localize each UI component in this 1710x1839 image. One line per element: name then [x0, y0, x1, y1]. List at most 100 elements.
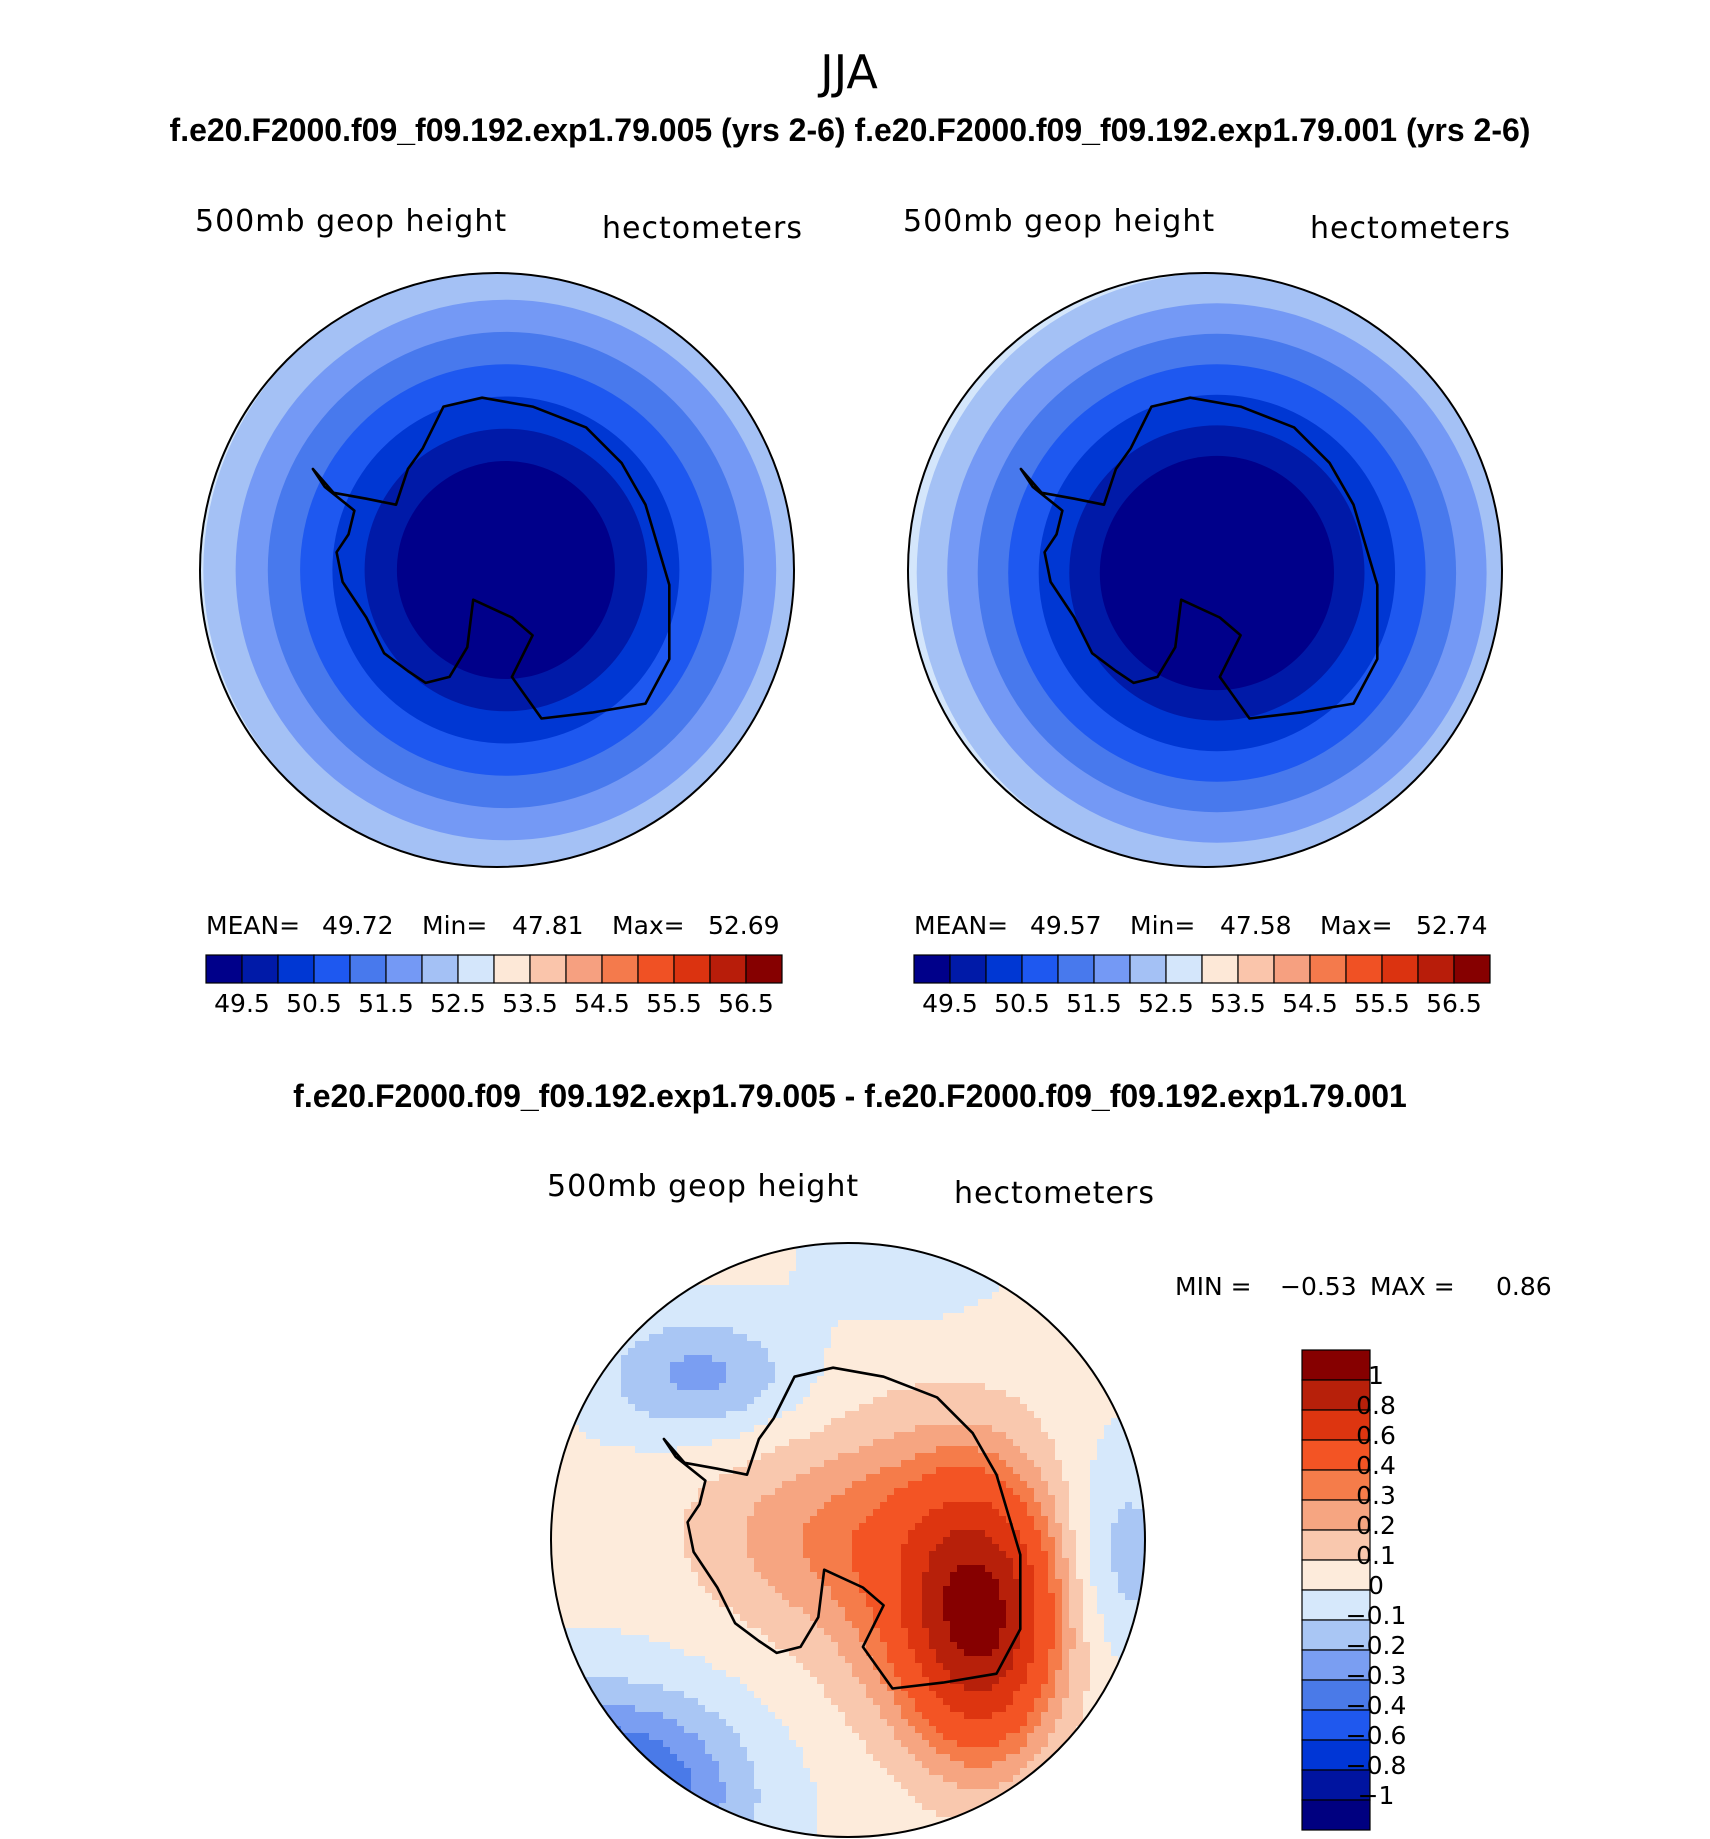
panel-c-cell [1111, 1369, 1119, 1377]
panel-c-cell [1132, 1411, 1140, 1419]
panel-c-cell [663, 1488, 671, 1496]
panel-c-cell [971, 1467, 979, 1475]
panel-c-cell [684, 1334, 692, 1342]
panel-c-cell [551, 1439, 559, 1447]
panel-c-cell [1090, 1446, 1098, 1454]
panel-c-cell [726, 1320, 734, 1328]
panel-c-cell [1027, 1565, 1035, 1573]
panel-c-cell [915, 1425, 923, 1433]
panel-c-cell [1125, 1390, 1133, 1398]
panel-c-cell [922, 1418, 930, 1426]
panel-c-cell [628, 1544, 636, 1552]
panel-c-cell [719, 1292, 727, 1300]
panel-c-cell [1034, 1579, 1042, 1587]
panel-c-cell [859, 1299, 867, 1307]
panel-c-cell [656, 1383, 664, 1391]
panel-c-cell [586, 1320, 594, 1328]
panel-c-cell [754, 1565, 762, 1573]
panel-c-cell [775, 1362, 783, 1370]
panel-c-cell [642, 1530, 650, 1538]
panel-c-cell [1055, 1432, 1063, 1440]
panel-c-cell [992, 1418, 1000, 1426]
panel-c-cell [1125, 1593, 1133, 1601]
panel-c-cell [677, 1537, 685, 1545]
panel-c-cell [656, 1292, 664, 1300]
panel-c-cell [978, 1355, 986, 1363]
panel-c-cell [684, 1257, 692, 1265]
panel-c-cell [768, 1593, 776, 1601]
panel-c-cell [859, 1460, 867, 1468]
panel-c-cell [894, 1397, 902, 1405]
panel-c-cell [621, 1502, 629, 1510]
panel-c-cell [803, 1376, 811, 1384]
panel-c-cell [1139, 1460, 1145, 1468]
panel-c-cell [845, 1467, 853, 1475]
panel-c-cell [747, 1453, 755, 1461]
panel-c-cell [1118, 1453, 1126, 1461]
panel-c-cell [1006, 1404, 1014, 1412]
panel-c-cell [1006, 1565, 1014, 1573]
panel-c-cell [957, 1327, 965, 1335]
panel-c-cell [761, 1607, 769, 1615]
panel-c-cell [551, 1565, 559, 1573]
panel-c-cell [950, 1530, 958, 1538]
panel-c-cell [915, 1481, 923, 1489]
panel-c-cell [1006, 1572, 1014, 1580]
panel-c-cell [579, 1586, 587, 1594]
panel-c-cell [929, 1558, 937, 1566]
panel-c-cell [1055, 1628, 1063, 1636]
panel-c-cell [782, 1264, 790, 1272]
panel-c-cell [1083, 1404, 1091, 1412]
panel-c-cell [768, 1327, 776, 1335]
panel-c-cell [677, 1425, 685, 1433]
panel-c-cell [824, 1355, 832, 1363]
panel-c-cell [831, 1537, 839, 1545]
panel-c-cell [824, 1390, 832, 1398]
panel-c-cell [922, 1278, 930, 1286]
panel-case-001: 500mb geop height hectometers MEAN= 49.5… [903, 204, 1510, 1018]
panel-c-cell [761, 1404, 769, 1412]
panel-c-cell [1013, 1355, 1021, 1363]
panel-c-cell [726, 1537, 734, 1545]
panel-c-cell [1139, 1502, 1145, 1510]
panel-c-cell [1055, 1334, 1063, 1342]
panel-c-cell [593, 1600, 601, 1608]
panel-c-cell [950, 1306, 958, 1314]
panel-c-cell [761, 1348, 769, 1356]
panel-c-cell [712, 1509, 720, 1517]
panel-c-cell [789, 1530, 797, 1538]
panel-c-cell [985, 1334, 993, 1342]
panel-b-cbar-box-14 [1417, 954, 1455, 984]
panel-c-cell [684, 1432, 692, 1440]
panel-c-cell [817, 1271, 825, 1279]
panel-b-variable-label: 500mb geop height [903, 204, 1215, 239]
panel-c-cell [866, 1460, 874, 1468]
panel-c-cell [579, 1551, 587, 1559]
panel-c-cell [908, 1579, 916, 1587]
panel-c-cell [663, 1383, 671, 1391]
panel-c-cell [754, 1383, 762, 1391]
panel-c-cell [936, 1586, 944, 1594]
panel-c-cell [985, 1355, 993, 1363]
panel-c-cell [677, 1264, 685, 1272]
panel-c-cell [803, 1586, 811, 1594]
panel-c-cell [880, 1530, 888, 1538]
panel-c-cell [649, 1467, 657, 1475]
panel-c-cell [1020, 1411, 1028, 1419]
panel-c-cell [1083, 1474, 1091, 1482]
panel-c-cell [824, 1453, 832, 1461]
panel-c-cell [1013, 1425, 1021, 1433]
panel-c-cell [894, 1250, 902, 1258]
panel-c-cell [817, 1355, 825, 1363]
panel-c-cell [635, 1264, 643, 1272]
panel-c-cell [929, 1320, 937, 1328]
panel-c-cell [943, 1271, 951, 1279]
panel-c-cell [593, 1621, 601, 1629]
panel-c-cell [677, 1614, 685, 1622]
panel-c-cell [761, 1474, 769, 1482]
panel-c-cell [551, 1362, 559, 1370]
panel-c-cell [1041, 1509, 1049, 1517]
panel-c-cell [600, 1621, 608, 1629]
panel-c-cell [1069, 1348, 1077, 1356]
panel-c-cell [1020, 1579, 1028, 1587]
